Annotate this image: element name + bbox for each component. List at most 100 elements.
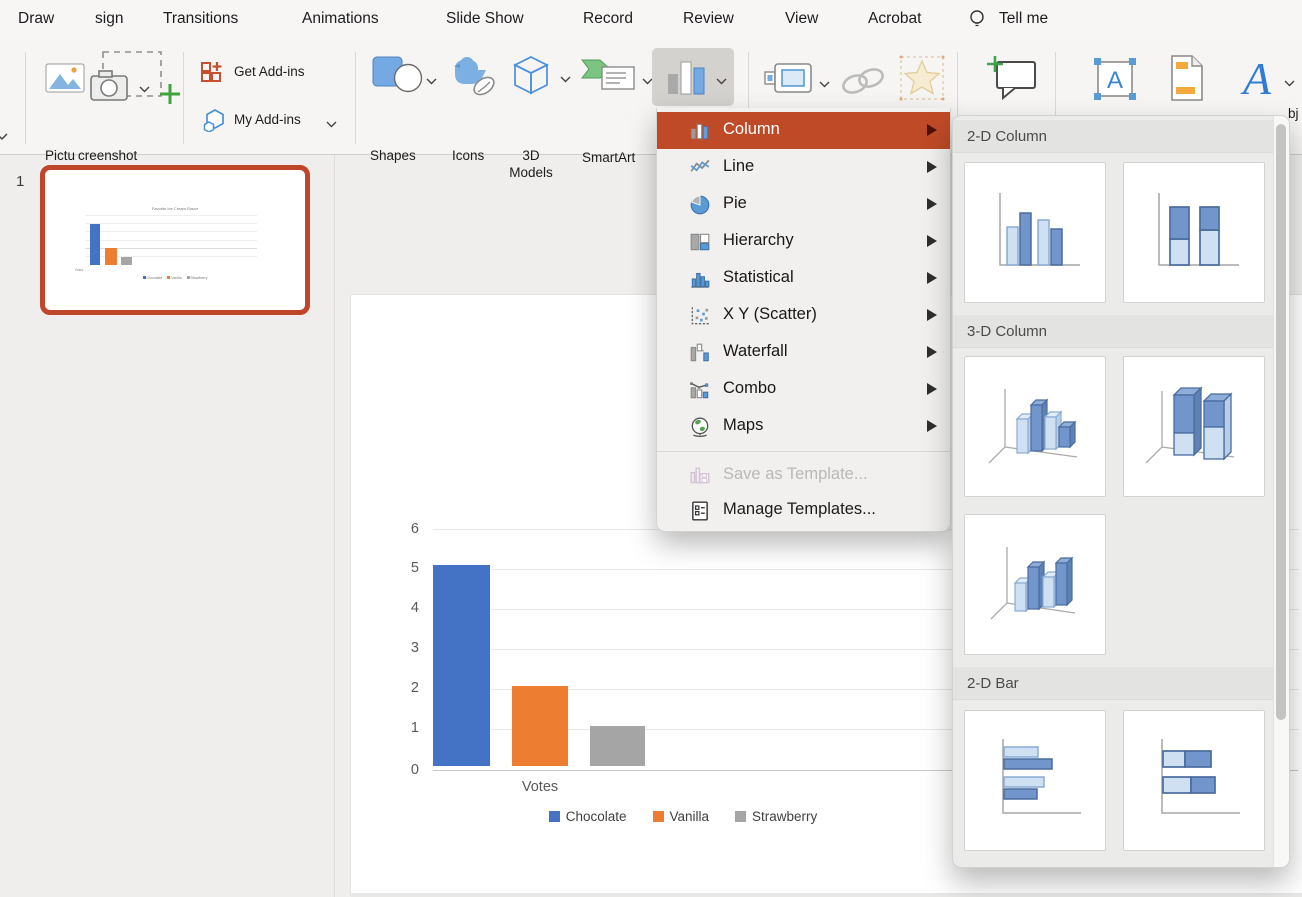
ribbon-divider <box>25 52 26 144</box>
tile-3d-100-stacked-column[interactable] <box>964 514 1106 655</box>
legend-swatch <box>735 811 747 822</box>
new-comment-button[interactable] <box>985 54 1041 104</box>
section-header-2d-bar: 2-D Bar <box>953 666 1275 700</box>
chevron-down-icon <box>326 115 337 133</box>
menu-design[interactable]: sign <box>95 10 124 27</box>
menu-separator <box>657 451 950 452</box>
bar-vanilla <box>512 685 568 766</box>
svg-text:A: A <box>1107 67 1123 94</box>
tile-stacked-bar[interactable] <box>1123 710 1265 851</box>
icons-button[interactable]: Icons <box>450 52 502 163</box>
shapes-label: Shapes <box>370 148 416 163</box>
menu-item-xy-scatter[interactable]: X Y (Scatter) <box>657 297 950 334</box>
tile-clustered-column[interactable] <box>964 162 1106 303</box>
smartart-label: SmartArt <box>582 150 636 165</box>
pie-chart-icon <box>689 194 711 216</box>
slide-number: 1 <box>16 173 25 190</box>
bar-chocolate <box>433 565 490 766</box>
y-tick: 3 <box>410 640 419 656</box>
menu-item-line[interactable]: Line <box>657 149 950 186</box>
chart-type-menu: Column Line Pie Hierarchy <box>656 108 951 532</box>
menu-item-combo[interactable]: Combo <box>657 371 950 408</box>
insert-chart-button[interactable] <box>652 48 734 106</box>
menu-item-statistical[interactable]: Statistical <box>657 260 950 297</box>
menu-record[interactable]: Record <box>583 10 633 27</box>
picture-button[interactable]: Pictu creenshot <box>45 51 185 163</box>
mini-bar-strawberry <box>121 256 132 265</box>
section-header-2d-column: 2-D Column <box>953 119 1275 153</box>
3d-cube-icon <box>510 54 552 103</box>
menu-acrobat[interactable]: Acrobat <box>868 10 922 27</box>
submenu-arrow-icon <box>927 420 937 432</box>
shapes-icon <box>372 56 428 101</box>
ribbon-divider <box>748 52 749 144</box>
menu-draw[interactable]: Draw <box>18 10 55 27</box>
y-tick: 4 <box>410 600 419 616</box>
combo-chart-icon <box>689 379 711 401</box>
menu-item-save-as-template: Save as Template... <box>657 458 950 493</box>
chevron-down-icon <box>819 75 830 93</box>
slide-thumbnail[interactable]: Favorite Ice Cream Flavor Votes Chocolat… <box>40 165 310 315</box>
legend-item: Strawberry <box>735 809 817 824</box>
bar-strawberry <box>590 725 645 766</box>
manage-templates-icon <box>689 500 711 522</box>
chevron-down-icon <box>426 72 437 90</box>
statistical-chart-icon <box>689 268 711 290</box>
3d-models-button[interactable]: 3D Models <box>508 52 578 180</box>
icons-duck-icon <box>450 52 500 105</box>
maps-chart-icon <box>689 416 711 438</box>
tile-stacked-column[interactable] <box>1123 162 1265 303</box>
save-template-icon <box>689 465 711 487</box>
menu-animations[interactable]: Animations <box>302 10 379 27</box>
chart-legend: Chocolate Vanilla Strawberry <box>433 809 933 824</box>
shapes-button[interactable]: Shapes <box>370 54 442 163</box>
chevron-down-icon[interactable] <box>0 128 8 146</box>
menu-item-manage-templates[interactable]: Manage Templates... <box>657 493 950 528</box>
menu-item-maps[interactable]: Maps <box>657 408 950 445</box>
scatter-chart-icon <box>689 305 711 327</box>
lightbulb-icon <box>968 8 986 37</box>
menu-review[interactable]: Review <box>683 10 734 27</box>
my-addins-icon <box>202 108 226 137</box>
media-button[interactable] <box>763 60 833 104</box>
chart-icon <box>666 56 710 103</box>
menu-view[interactable]: View <box>785 10 819 27</box>
menu-item-column[interactable]: Column <box>657 112 950 149</box>
submenu-arrow-icon <box>927 124 937 136</box>
tile-clustered-bar[interactable] <box>964 710 1106 851</box>
my-addins-button[interactable]: My Add-ins <box>200 106 345 136</box>
tile-3d-stacked-column[interactable] <box>1123 356 1265 497</box>
column-chart-icon <box>689 120 711 142</box>
get-addins-button[interactable]: Get Add-ins <box>200 58 345 88</box>
tile-3d-clustered-column[interactable] <box>964 356 1106 497</box>
submenu-arrow-icon <box>927 235 937 247</box>
chevron-down-icon <box>642 72 653 90</box>
mini-chart-title: Favorite Ice Cream Flavor <box>151 206 199 211</box>
chart-gallery-panel: 2-D Column 3-D Column <box>952 115 1290 868</box>
panel-scrollbar-track[interactable] <box>1273 116 1289 867</box>
smartart-button[interactable]: SmartArt <box>580 54 655 165</box>
legend-swatch <box>652 811 664 822</box>
gridline <box>433 649 1298 650</box>
menu-transitions[interactable]: Transitions <box>163 10 239 27</box>
wordart-button[interactable]: A <box>1232 52 1298 106</box>
picture-icon <box>45 60 101 105</box>
menu-item-waterfall[interactable]: Waterfall <box>657 334 950 371</box>
canvas-edge <box>351 893 1302 897</box>
panel-scrollbar-thumb[interactable] <box>1276 124 1286 720</box>
menu-tell-me[interactable]: Tell me <box>999 10 1049 27</box>
chevron-down-icon <box>716 72 727 90</box>
menu-item-hierarchy[interactable]: Hierarchy <box>657 223 950 260</box>
header-footer-button[interactable] <box>1168 54 1208 104</box>
submenu-arrow-icon <box>927 383 937 395</box>
legend-item: Chocolate <box>548 809 627 824</box>
mini-bar-vanilla <box>105 248 117 265</box>
menu-slide-show[interactable]: Slide Show <box>446 10 524 27</box>
y-tick: 6 <box>410 521 419 537</box>
text-box-icon: A <box>1092 58 1138 106</box>
menu-item-pie[interactable]: Pie <box>657 186 950 223</box>
screenshot-icon <box>89 50 181 115</box>
text-box-button[interactable]: A <box>1092 56 1140 104</box>
submenu-arrow-icon <box>927 198 937 210</box>
ribbon-divider <box>957 52 958 144</box>
